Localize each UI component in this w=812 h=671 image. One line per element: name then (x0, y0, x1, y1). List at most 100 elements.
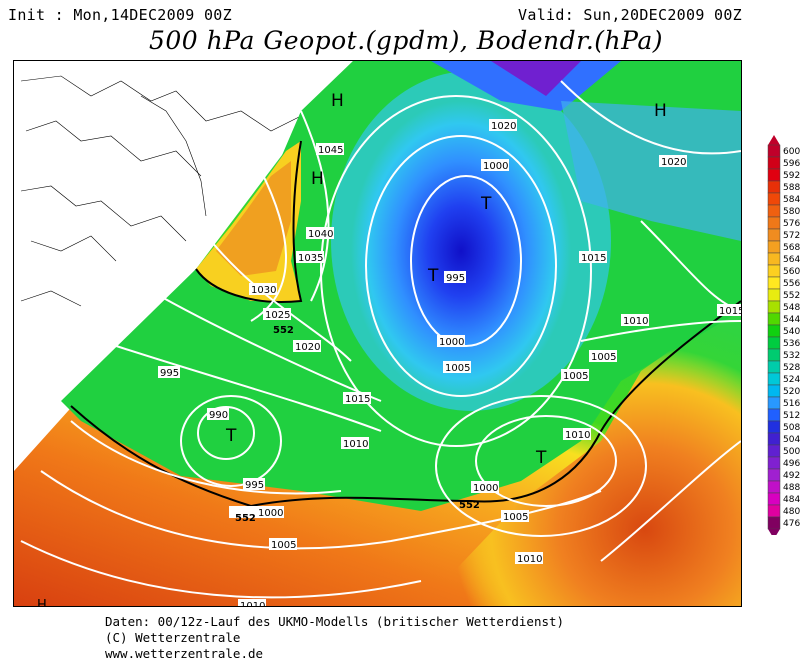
scale-tick-label: 504 (783, 435, 800, 445)
high-marker: H (654, 101, 667, 121)
scale-tick-label: 484 (783, 495, 800, 505)
isobar-label: 995 (446, 273, 465, 284)
isobar-label: 1010 (240, 601, 265, 606)
isobar-label: 1005 (591, 352, 616, 363)
scale-swatch (767, 360, 781, 374)
scale-tick-label: 548 (783, 303, 800, 313)
scale-swatch (767, 468, 781, 482)
scale-tick-label: 496 (783, 459, 800, 469)
scale-tick-label: 480 (783, 507, 800, 517)
scale-swatch (767, 324, 781, 338)
isobar-label: 1000 (473, 483, 498, 494)
scale-swatch (767, 492, 781, 506)
scale-swatch (767, 384, 781, 398)
scale-swatch (767, 204, 781, 218)
high-marker: H (331, 91, 344, 111)
scale-arrow-top (768, 135, 780, 145)
low-marker: T (535, 448, 547, 468)
scale-tick-label: 600 (783, 147, 800, 157)
isobar-label: 1010 (565, 430, 590, 441)
scale-swatch (767, 396, 781, 410)
low-marker: T (480, 194, 492, 214)
scale-swatch (767, 168, 781, 182)
scale-tick-label: 520 (783, 387, 800, 397)
scale-tick-label: 568 (783, 243, 800, 253)
scale-swatch (767, 144, 781, 158)
scale-tick-label: 508 (783, 423, 800, 433)
isobar-label: 1005 (503, 512, 528, 523)
weather-map: 1045 1040 1035 1030 1025 1020 1015 1010 … (13, 60, 742, 607)
scale-tick-label: 544 (783, 315, 800, 325)
scale-tick-label: 580 (783, 207, 800, 217)
isobar-label: 1010 (517, 554, 542, 565)
isobar-label: 1010 (623, 316, 648, 327)
isobar-label: 1005 (563, 371, 588, 382)
isobar-label: 1045 (318, 145, 343, 156)
scale-swatch (767, 432, 781, 446)
isobar-labels: 1045 1040 1035 1030 1025 1020 1015 1010 … (158, 119, 741, 606)
isobar-label: 1000 (258, 508, 283, 519)
scale-tick-label: 588 (783, 183, 800, 193)
isobar-label: 1000 (439, 337, 464, 348)
scale-swatch (767, 180, 781, 194)
isobar-label: 1025 (265, 310, 290, 321)
scale-swatch (767, 408, 781, 422)
init-time: Init : Mon,14DEC2009 00Z (8, 6, 232, 24)
isobar-label: 1035 (298, 253, 323, 264)
isobar-label: 1015 (581, 253, 606, 264)
scale-swatch (767, 156, 781, 170)
scale-swatch (767, 480, 781, 494)
pressure-centers: H H H T T T T H (37, 91, 667, 606)
scale-swatch (767, 372, 781, 386)
scale-tick-label: 540 (783, 327, 800, 337)
scale-swatch (767, 312, 781, 326)
scale-swatch (767, 336, 781, 350)
isobar-label: 1010 (343, 439, 368, 450)
scale-swatch (767, 192, 781, 206)
scale-swatch (767, 264, 781, 278)
high-marker: H (311, 169, 324, 189)
isobar-label: 1015 (719, 306, 741, 317)
scale-swatch (767, 216, 781, 230)
scale-swatch (767, 252, 781, 266)
scale-tick-label: 500 (783, 447, 800, 457)
scale-tick-label: 564 (783, 255, 800, 265)
geopot-label: 552 (459, 500, 480, 511)
isobar-label: 990 (209, 410, 228, 421)
scale-swatch (767, 348, 781, 362)
scale-swatch (767, 228, 781, 242)
map-canvas: 1045 1040 1035 1030 1025 1020 1015 1010 … (14, 61, 741, 606)
scale-tick-label: 492 (783, 471, 800, 481)
scale-tick-label: 556 (783, 279, 800, 289)
scale-swatch (767, 444, 781, 458)
scale-tick-label: 552 (783, 291, 800, 301)
isobar-label: 1005 (271, 540, 296, 551)
isobar-label: 1000 (483, 161, 508, 172)
scale-tick-label: 584 (783, 195, 800, 205)
scale-swatch (767, 288, 781, 302)
valid-time: Valid: Sun,20DEC2009 00Z (518, 6, 742, 24)
scale-swatch (767, 276, 781, 290)
scale-swatch (767, 516, 781, 530)
isobar-label: 1015 (345, 394, 370, 405)
isobar-label: 1020 (295, 342, 320, 353)
scale-tick-label: 488 (783, 483, 800, 493)
scale-tick-label: 576 (783, 219, 800, 229)
isobar-label: 1005 (445, 363, 470, 374)
isobar-label: 1020 (491, 121, 516, 132)
scale-swatch (767, 456, 781, 470)
scale-tick-label: 476 (783, 519, 800, 529)
scale-tick-label: 528 (783, 363, 800, 373)
scale-tick-label: 532 (783, 351, 800, 361)
scale-tick-label: 596 (783, 159, 800, 169)
scale-swatch (767, 240, 781, 254)
scale-tick-label: 560 (783, 267, 800, 277)
scale-tick-label: 592 (783, 171, 800, 181)
isobar-label: 1040 (308, 229, 333, 240)
scale-tick-label: 516 (783, 399, 800, 409)
low-marker: T (427, 266, 439, 286)
geopot-labels: 552 552 552 552 (235, 325, 480, 524)
contour-552 (70, 140, 741, 508)
geopot-label: 552 (235, 513, 256, 524)
color-scale-legend: 600 596 592 588 584 580 576 572 568 564 560 556 552 5… (767, 135, 800, 535)
